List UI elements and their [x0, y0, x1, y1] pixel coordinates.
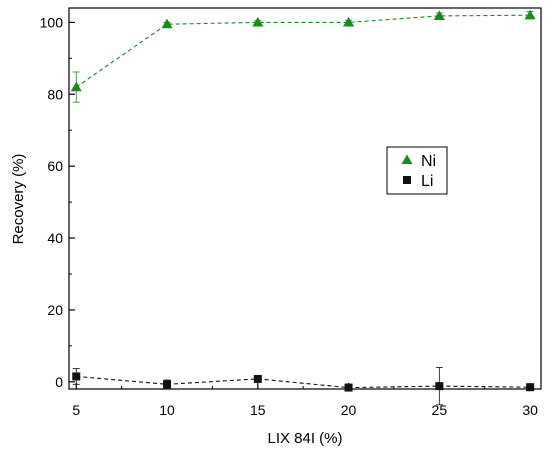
legend-li-label: Li	[421, 173, 433, 190]
y-axis: 0 20 40 60 80 100	[40, 14, 75, 390]
y-tick-label: 60	[47, 158, 63, 174]
ni-point	[524, 9, 536, 20]
legend-li-marker	[403, 176, 411, 184]
series-layer	[70, 9, 536, 406]
ni-point	[161, 18, 173, 29]
li-point	[526, 383, 535, 392]
y-tick-label: 20	[47, 302, 63, 318]
x-axis-title: LIX 84I (%)	[267, 430, 342, 447]
ni-point	[343, 16, 355, 27]
ni-series-line	[75, 14, 531, 88]
li-point	[163, 380, 172, 389]
x-axis: 5 10 15 20 25 30	[72, 383, 538, 418]
li-point	[253, 374, 262, 383]
li-point	[435, 382, 444, 391]
y-tick-label: 100	[40, 14, 64, 30]
y-axis-title: Recovery (%)	[10, 154, 27, 245]
y-tick-label: 80	[47, 86, 63, 102]
y-tick-label: 0	[55, 374, 63, 390]
x-tick-label: 20	[341, 402, 357, 418]
ni-point	[433, 10, 445, 21]
ni-point	[252, 16, 264, 27]
legend-box	[386, 146, 448, 195]
x-tick-label: 30	[522, 402, 538, 418]
legend: Ni Li	[386, 146, 448, 195]
plot-frame	[68, 7, 542, 390]
x-tick-label: 15	[250, 402, 266, 418]
x-tick-label: 5	[72, 402, 80, 418]
x-tick-label: 10	[159, 402, 175, 418]
ni-point	[70, 81, 82, 92]
li-point	[72, 372, 81, 381]
legend-ni-label: Ni	[421, 153, 436, 170]
legend-ni-marker	[401, 154, 413, 164]
li-point	[344, 383, 353, 392]
y-tick-label: 40	[47, 230, 63, 246]
li-series-line	[76, 375, 531, 389]
x-tick-label: 25	[432, 402, 448, 418]
